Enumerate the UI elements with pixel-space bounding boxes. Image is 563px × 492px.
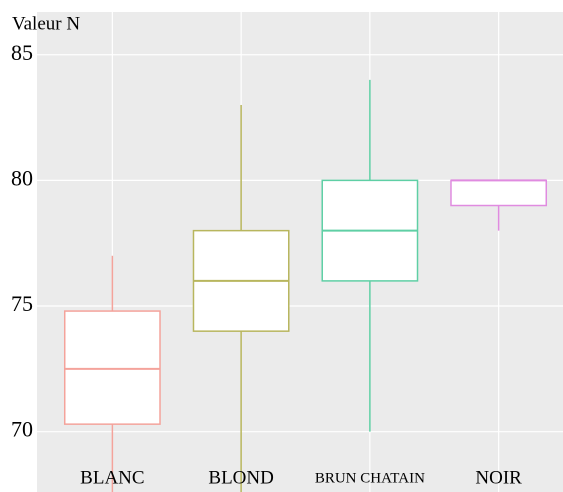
- labels: 70 75 80 85 BLANC BLOND BRUN CHATAIN NOIR: [11, 40, 522, 489]
- x-tick-label: BLOND: [208, 467, 273, 488]
- y-tick-label: 75: [11, 291, 33, 316]
- y-tick-label: 80: [11, 165, 33, 190]
- y-tick-label: 70: [11, 417, 33, 442]
- box-body: [450, 179, 548, 207]
- x-tick-label: NOIR: [475, 467, 522, 488]
- y-tick-label: 85: [11, 40, 33, 65]
- box-body: [63, 310, 161, 425]
- y-axis-title: Valeur N: [12, 13, 80, 34]
- x-tick-label: BRUN CHATAIN: [315, 470, 425, 486]
- x-tick-label: BLANC: [80, 467, 144, 488]
- boxes: [63, 79, 548, 492]
